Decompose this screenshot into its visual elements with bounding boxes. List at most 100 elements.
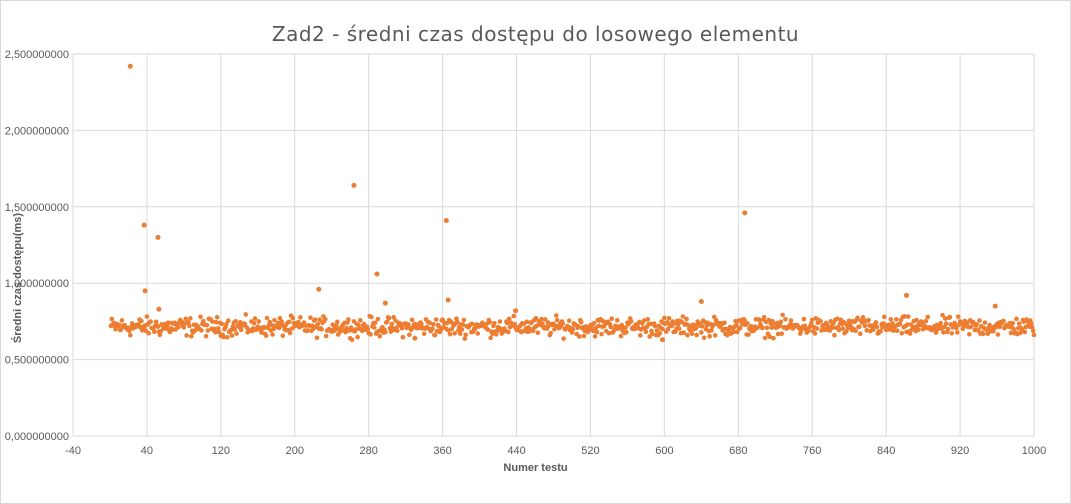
data-point — [906, 314, 911, 319]
chart-title: Zad2 - średni czas dostępu do losowego e… — [271, 22, 800, 46]
data-point — [213, 319, 219, 325]
data-point — [746, 332, 751, 337]
y-tick-label: 2,000000000 — [5, 125, 69, 137]
data-point — [897, 321, 903, 327]
data-point — [200, 318, 206, 324]
data-point — [243, 312, 249, 317]
y-tick-label: 2,500000000 — [5, 49, 69, 61]
data-point — [662, 315, 667, 321]
data-point — [941, 330, 946, 335]
data-point — [1030, 328, 1036, 334]
data-point — [1011, 326, 1016, 332]
outlier-point — [127, 63, 133, 69]
data-point — [188, 333, 194, 339]
data-point — [737, 325, 743, 331]
outlier-point — [742, 210, 748, 216]
data-point — [886, 322, 892, 328]
data-point — [198, 314, 203, 320]
data-point — [188, 316, 193, 321]
data-point — [127, 328, 132, 334]
data-point — [259, 330, 264, 335]
data-point — [778, 319, 784, 325]
data-point — [256, 319, 262, 324]
data-point — [349, 337, 355, 343]
data-point — [119, 318, 125, 323]
data-point — [365, 326, 371, 332]
data-point — [830, 325, 835, 331]
data-point — [722, 320, 727, 326]
data-point — [949, 330, 955, 336]
data-point — [505, 329, 511, 335]
data-point — [945, 326, 951, 332]
data-point — [433, 317, 439, 322]
data-point — [577, 334, 582, 339]
data-point — [855, 315, 860, 321]
data-point — [386, 315, 392, 321]
outlier-point — [374, 271, 380, 277]
data-point — [980, 331, 986, 337]
data-point — [317, 317, 323, 322]
data-point — [638, 333, 643, 338]
data-point — [840, 326, 846, 331]
data-point — [995, 332, 1001, 337]
data-point — [846, 318, 852, 324]
data-point — [870, 327, 876, 332]
data-point — [224, 321, 229, 327]
data-point — [801, 316, 807, 322]
data-point — [701, 335, 707, 341]
data-point — [346, 317, 351, 322]
data-point — [883, 327, 889, 333]
data-point — [628, 318, 634, 324]
data-point — [976, 327, 981, 332]
data-point — [539, 316, 544, 322]
data-point — [991, 328, 996, 334]
data-point — [554, 317, 560, 323]
data-point — [355, 334, 360, 340]
data-point — [643, 329, 649, 335]
data-point — [452, 331, 457, 336]
data-point — [761, 314, 767, 320]
y-tick-label: 1,000000000 — [5, 278, 69, 290]
x-tick-label: 40 — [141, 445, 153, 457]
data-point — [940, 312, 945, 318]
data-point — [264, 315, 270, 321]
data-point — [371, 325, 377, 330]
data-point — [109, 316, 115, 322]
data-point — [334, 323, 339, 328]
data-point — [343, 329, 348, 335]
data-point — [548, 330, 554, 336]
data-point — [832, 332, 837, 338]
data-point — [968, 324, 974, 330]
data-point — [1031, 332, 1037, 338]
y-tick-label: 1,500000000 — [5, 202, 69, 214]
data-point — [745, 321, 750, 326]
data-point — [409, 317, 415, 323]
data-point — [675, 322, 681, 327]
gridlines — [72, 53, 1035, 437]
data-point — [221, 334, 226, 340]
data-point — [888, 317, 894, 322]
data-point — [618, 333, 624, 339]
outlier-point — [445, 297, 451, 303]
data-point — [665, 326, 671, 332]
data-point — [581, 333, 587, 339]
data-point — [399, 325, 405, 331]
data-point — [947, 314, 953, 320]
data-point — [524, 319, 530, 325]
data-point — [228, 327, 234, 333]
data-point — [263, 333, 269, 338]
data-point — [894, 317, 899, 322]
data-point — [461, 317, 467, 323]
data-point — [594, 329, 600, 335]
data-point — [372, 320, 378, 326]
data-point — [666, 316, 672, 321]
data-point — [933, 330, 939, 335]
data-point — [116, 322, 122, 328]
data-point — [809, 317, 815, 323]
x-tick-label: 200 — [286, 445, 304, 457]
data-point — [1029, 324, 1035, 330]
data-point — [997, 324, 1003, 330]
data-point — [271, 326, 276, 332]
data-point — [225, 318, 231, 323]
